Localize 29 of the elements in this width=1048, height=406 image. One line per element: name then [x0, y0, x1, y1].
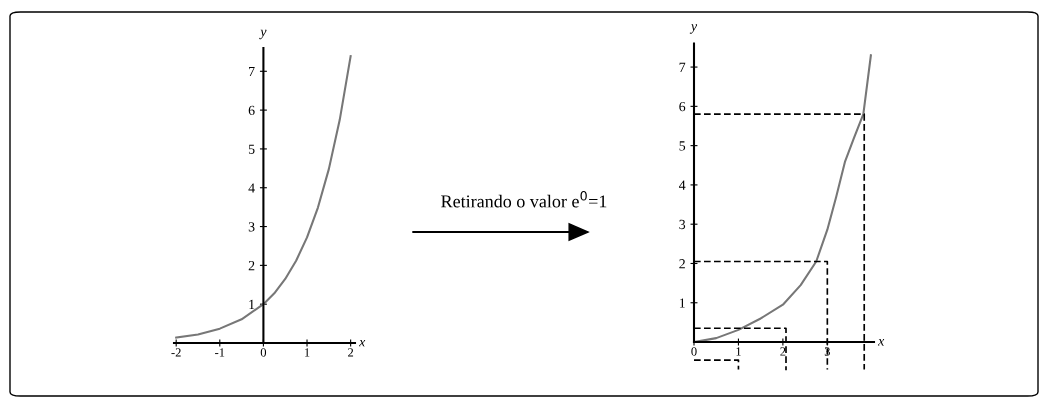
y-tick-label: 1: [249, 299, 255, 309]
x-axis-title: x: [877, 339, 885, 346]
y-tick-label: 2: [679, 259, 685, 269]
x-tick-label: -1: [215, 348, 225, 357]
y-tick-label: 1: [679, 298, 685, 308]
x-tick-label: 0: [691, 347, 697, 356]
x-tick-label: 0: [260, 348, 267, 357]
y-tick-label: 7: [679, 62, 686, 72]
y-tick-label: 4: [678, 180, 686, 190]
line-series: [694, 54, 872, 344]
y-tick-label: 4: [248, 183, 255, 193]
x-tick-label: 1: [736, 347, 741, 356]
y-axis-title: y: [259, 29, 267, 40]
y-tick-label: 3: [248, 222, 255, 232]
y-tick-label: 2: [248, 260, 255, 271]
y-tick-label: 5: [248, 144, 255, 154]
x-tick-label: -2: [171, 348, 181, 357]
y-tick-label: 6: [248, 105, 255, 116]
x-tick-label: 1: [305, 348, 310, 357]
x-tick-label: 2: [348, 348, 354, 357]
x-tick-label: 2: [780, 347, 786, 356]
x-axis-title: x: [358, 339, 366, 347]
line-series: [175, 55, 352, 339]
y-tick-label: 3: [679, 219, 686, 230]
text: Retirando o valor e$^{0}$=1: [441, 191, 607, 208]
y-tick-label: 7: [249, 67, 255, 77]
y-axis-title: y: [689, 24, 698, 34]
y-tick-label: 6: [679, 101, 686, 112]
y-tick-label: 5: [679, 141, 686, 151]
